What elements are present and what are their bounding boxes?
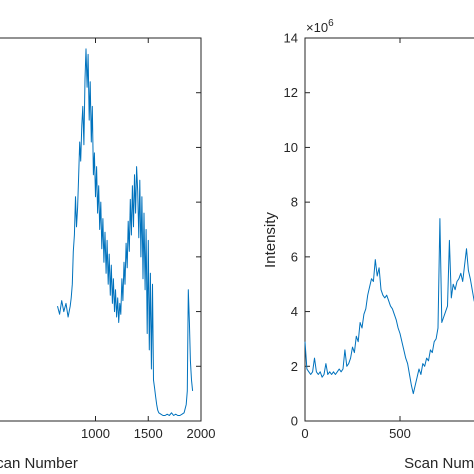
left-x-tick-label: 1500 <box>134 426 163 441</box>
right-y-tick-label: 2 <box>291 359 298 374</box>
right-x-ticks: 0 500 <box>301 38 411 441</box>
right-plot-box <box>304 37 474 422</box>
left-y-ticks <box>196 37 201 422</box>
right-x-axis-label: Scan Number <box>404 455 474 472</box>
right-series-line <box>304 218 474 395</box>
right-x-tick-label: 0 <box>301 426 308 441</box>
right-y-tick-label: 0 <box>291 414 298 429</box>
right-y-multiplier-base: ×10 <box>306 20 328 35</box>
right-y-multiplier-exponent: 6 <box>328 18 334 29</box>
left-x-tick-label: 2000 <box>187 426 216 441</box>
right-y-tick-label: 6 <box>291 249 298 264</box>
left-chart: 1000 1500 2000 Scan Number <box>0 37 215 472</box>
right-chart: 0 500 0 2 4 6 8 10 12 14 Scan Number Intensity ×… <box>262 18 474 472</box>
right-y-tick-label: 8 <box>291 195 298 210</box>
right-y-tick-label: 4 <box>291 304 298 319</box>
right-x-tick-label: 500 <box>389 426 411 441</box>
right-y-axis-label: Intensity <box>262 212 279 268</box>
left-plot-box <box>0 37 202 422</box>
left-x-ticks: 1000 1500 2000 <box>81 38 215 441</box>
right-y-multiplier: ×106 <box>306 18 334 35</box>
left-x-axis-label: Scan Number <box>0 455 78 472</box>
right-y-tick-label: 12 <box>284 85 298 100</box>
left-series-line <box>57 48 194 416</box>
right-y-tick-label: 10 <box>284 140 298 155</box>
right-y-ticks: 0 2 4 6 8 10 12 14 <box>284 31 310 429</box>
right-y-tick-label: 14 <box>284 31 298 46</box>
left-x-tick-label: 1000 <box>81 426 110 441</box>
